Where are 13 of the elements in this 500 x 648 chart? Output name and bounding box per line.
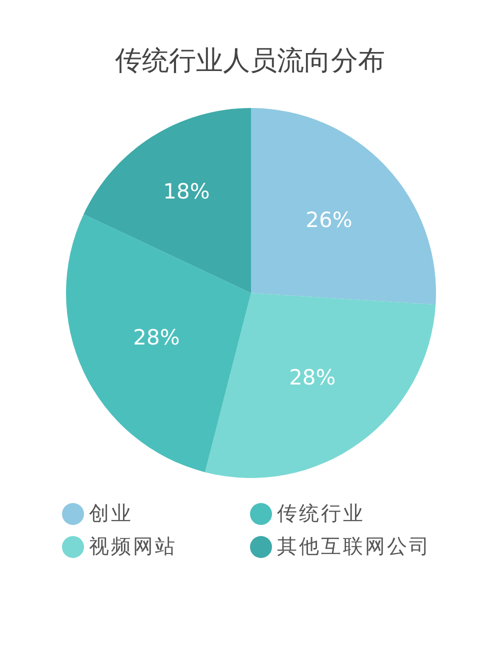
chart-title: 传统行业人员流向分布	[115, 45, 385, 76]
legend-label: 创业	[89, 500, 133, 527]
data-label: 28%	[133, 325, 180, 350]
pie-slice	[66, 214, 251, 472]
data-label: 26%	[306, 208, 352, 232]
pie-slice	[251, 108, 436, 305]
data-label: 28%	[289, 366, 336, 390]
legend-label: 视频网站	[89, 533, 177, 560]
legend-label: 其他互联网公司	[277, 533, 431, 560]
legend-label: 传统行业	[277, 500, 365, 527]
pie-slice	[204, 293, 436, 478]
pie-slice	[84, 108, 251, 293]
data-label: 18%	[163, 179, 210, 204]
